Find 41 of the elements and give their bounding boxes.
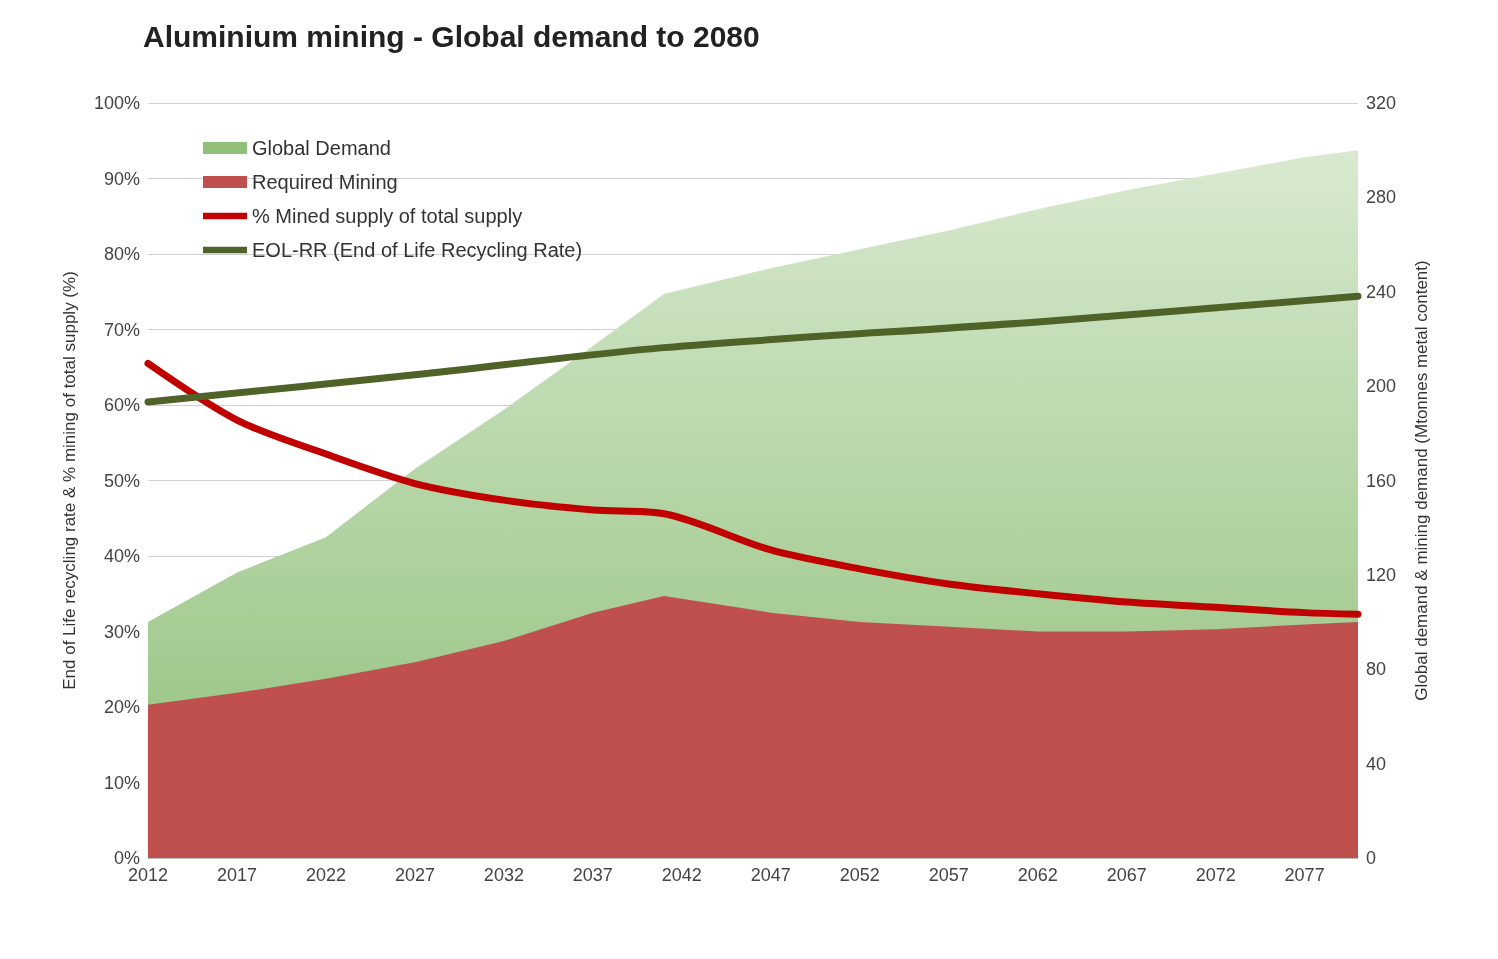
x-tick-label: 2022 [305, 865, 346, 885]
y2-axis-title: Global demand & mining demand (Mtonnes metal content) [1412, 260, 1431, 701]
x-tick-label: 2012 [127, 865, 169, 885]
y-tick-label: 70% [103, 319, 140, 340]
y2-tick-label: 280 [1366, 187, 1397, 208]
legend-label: Global Demand [252, 137, 391, 159]
x-tick-label: 2062 [1017, 865, 1058, 885]
x-tick-label: 2017 [216, 865, 257, 885]
y2-tick-label: 0 [1366, 848, 1377, 868]
y-tick-label: 0% [113, 848, 140, 868]
y-tick-label: 80% [103, 244, 140, 264]
x-tick-label: 2047 [750, 865, 791, 885]
legend-label: % Mined supply of total supply [252, 205, 523, 227]
legend-label: EOL-RR (End of Life Recycling Rate) [252, 239, 583, 261]
y-tick-label: 60% [103, 395, 140, 415]
x-tick-label: 2032 [483, 865, 524, 885]
y-axis-title: End of Life recycling rate & % mining of total supply (%) [60, 271, 79, 690]
y2-tick-label: 160 [1366, 470, 1397, 491]
x-tick-label: 2057 [928, 865, 969, 885]
x-tick-label: 2042 [661, 865, 702, 885]
x-tick-label: 2052 [839, 865, 880, 885]
y2-tick-label: 40 [1366, 753, 1387, 774]
y2-tick-label: 200 [1366, 376, 1397, 397]
y2-tick-label: 240 [1366, 281, 1397, 302]
y-tick-label: 20% [103, 697, 140, 717]
y-tick-label: 100% [93, 93, 140, 113]
y-tick-label: 10% [103, 772, 140, 793]
legend-label: Required Mining [252, 171, 398, 193]
y2-tick-label: 80 [1366, 659, 1387, 680]
chart-title: Aluminium mining - Global demand to 2080 [143, 19, 760, 53]
x-tick-label: 2027 [394, 865, 435, 885]
y-tick-label: 90% [103, 168, 140, 189]
y-tick-label: 30% [103, 621, 140, 642]
x-tick-label: 2037 [572, 865, 613, 885]
y2-tick-label: 120 [1366, 564, 1397, 585]
x-tick-label: 2077 [1284, 865, 1325, 885]
y2-tick-label: 320 [1366, 93, 1397, 113]
y-tick-label: 40% [103, 546, 140, 566]
y-tick-label: 50% [103, 470, 140, 491]
x-tick-label: 2067 [1106, 865, 1147, 885]
x-tick-label: 2072 [1195, 865, 1236, 885]
